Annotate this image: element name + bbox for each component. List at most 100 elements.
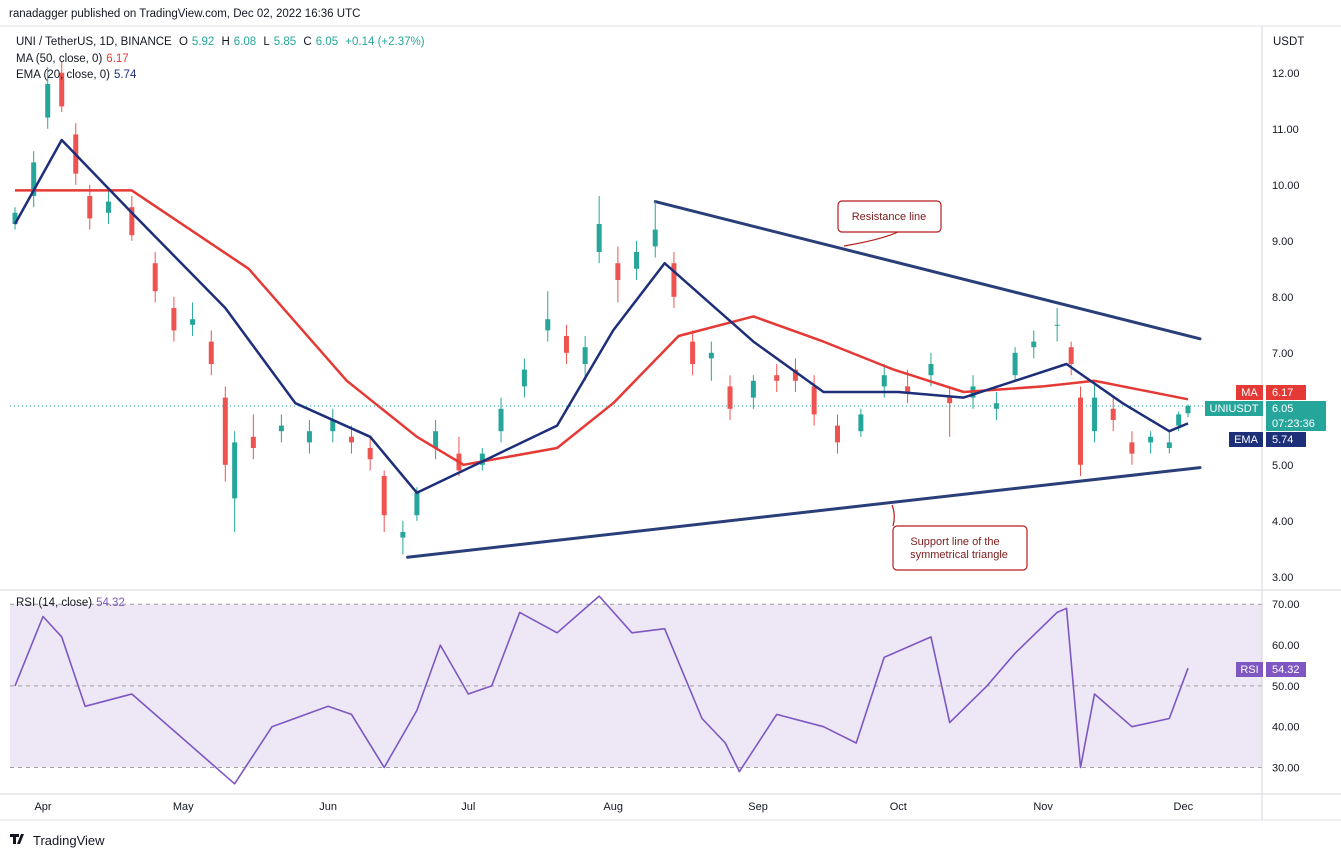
candle-body (129, 207, 135, 236)
candles-layer (12, 61, 1191, 555)
candle (152, 252, 158, 303)
publisher-line: ranadagger published on TradingView.com,… (9, 8, 361, 20)
candle-body (433, 431, 439, 448)
tradingview-logo[interactable]: TradingView (10, 833, 105, 848)
candle (727, 375, 733, 420)
candle-body (1092, 397, 1098, 432)
ma50-line (15, 189, 1189, 467)
candle-body (1176, 414, 1182, 426)
candle (774, 364, 780, 392)
candle-body (727, 386, 733, 409)
rsi-legend: RSI (14, close) 54.32 (16, 597, 125, 609)
candle (1054, 308, 1060, 342)
candle (811, 375, 817, 426)
candle (31, 151, 37, 208)
time-tick-label: Nov (1033, 801, 1053, 813)
candle-body (278, 425, 284, 432)
candle-body (190, 319, 196, 325)
rsi-tick-label: 40.00 (1272, 722, 1300, 734)
candle (652, 201, 658, 258)
candle-body (858, 414, 864, 432)
support-annotation: Support line of the symmetrical triangle (891, 504, 1028, 571)
price-tick-label: 4.00 (1272, 516, 1293, 528)
candle-body (905, 386, 911, 392)
time-tick-label: Apr (34, 801, 51, 813)
rsi-band-layer (10, 603, 1262, 769)
price-tick-label: 7.00 (1272, 348, 1293, 360)
candle-body (582, 347, 588, 364)
candle-body (208, 341, 214, 364)
candle-body (1012, 352, 1018, 376)
ema-badge-value: 5.74 (1272, 434, 1293, 446)
candle-body (708, 352, 714, 359)
candle (59, 61, 65, 112)
time-tick-label: Jul (461, 801, 475, 813)
resistance-trendline (653, 200, 1202, 341)
time-tick-label: Oct (890, 801, 907, 813)
candle (545, 291, 551, 342)
candle (330, 408, 336, 443)
candle-body (31, 162, 37, 196)
candle-body (1185, 406, 1191, 414)
candle-body (750, 380, 756, 398)
time-tick-label: Sep (748, 801, 768, 813)
rsi-tick-label: 60.00 (1272, 640, 1300, 652)
resistance-annotation: Resistance line (837, 200, 942, 247)
candle-body (12, 212, 18, 224)
ema-layer (13, 138, 1189, 495)
candle-body (634, 252, 640, 269)
ma-badge: MA 6.17 (1236, 385, 1306, 400)
price-tick-label: 10.00 (1272, 180, 1300, 192)
candle-body (152, 263, 158, 292)
rsi-layer (14, 595, 1189, 785)
candle-body (367, 448, 373, 460)
candle (232, 431, 238, 532)
candle-body (250, 436, 256, 448)
candle (1185, 404, 1191, 418)
trendline-layer (406, 200, 1202, 559)
candle-body (563, 336, 569, 353)
candle-body (835, 425, 841, 443)
candle (190, 302, 196, 336)
ma-badge-value: 6.17 (1272, 387, 1293, 399)
candle (1129, 431, 1135, 465)
candle (400, 520, 406, 555)
resistance-label: Resistance line (852, 211, 927, 223)
symbol-line: UNI / TetherUS, 1D, BINANCE O 5.92 H 6.08 … (16, 36, 433, 48)
candle-body (400, 532, 406, 538)
candle (129, 196, 135, 241)
candle-body (652, 229, 658, 247)
candle (615, 246, 621, 303)
candle-body (330, 420, 336, 432)
candle (456, 436, 462, 476)
time-tick-label: May (173, 801, 194, 813)
candle (835, 414, 841, 454)
candle (348, 425, 354, 454)
candle (563, 324, 569, 364)
candle-body (811, 386, 817, 415)
candle (105, 190, 111, 224)
candle (1031, 330, 1037, 359)
svg-text:RSI: RSI (1240, 664, 1258, 676)
svg-text:MA: MA (1241, 387, 1258, 399)
candle (1092, 380, 1098, 443)
price-tick-label: 3.00 (1272, 572, 1293, 584)
candle (433, 420, 439, 460)
candle (367, 436, 373, 471)
candle (87, 184, 93, 230)
candle-body (1148, 436, 1154, 443)
symbol-title: UNI / TetherUS, 1D, BINANCE (16, 36, 172, 48)
price-badge-value: 6.05 (1272, 403, 1293, 415)
candle (1012, 347, 1018, 381)
rsi-tick-label: 50.00 (1272, 681, 1300, 693)
candle-body (381, 476, 387, 516)
tradingview-logo-icon (10, 834, 24, 844)
candle-body (414, 492, 420, 516)
currency-label: USDT (1273, 36, 1305, 48)
rsi-line (14, 595, 1189, 785)
candle (171, 296, 177, 342)
time-tick-label: Aug (603, 801, 623, 813)
price-tick-label: 9.00 (1272, 236, 1293, 248)
ema-badge: EMA 5.74 (1229, 432, 1306, 447)
